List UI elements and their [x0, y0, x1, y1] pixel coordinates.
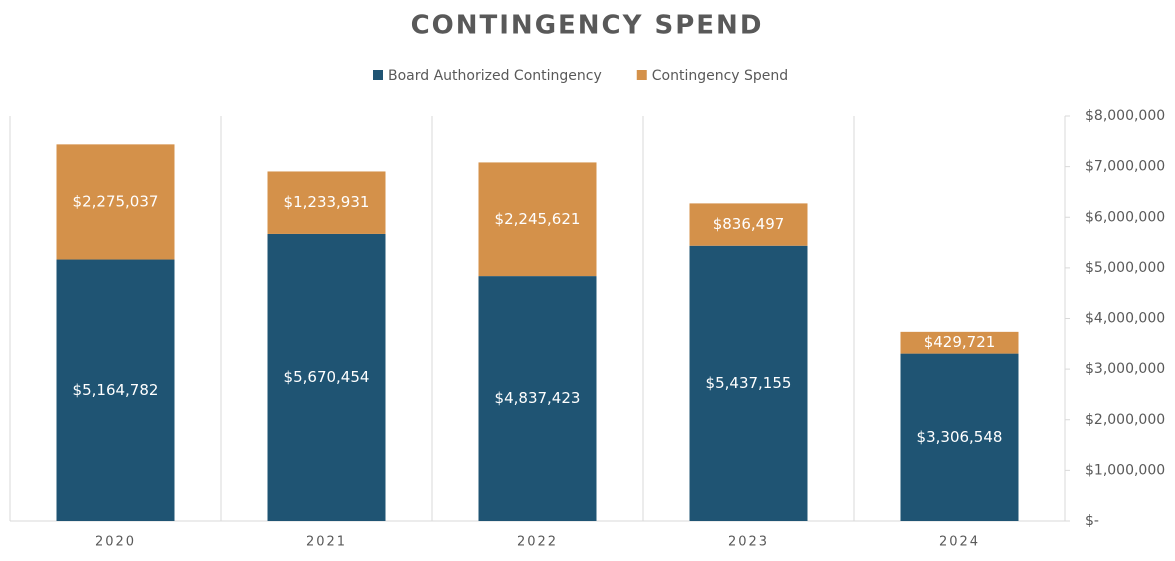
y-tick-label: $3,000,000	[1085, 361, 1165, 377]
x-tick-label: 2020	[95, 535, 136, 550]
data-label: $3,306,548	[917, 428, 1003, 446]
bar-segment	[267, 233, 386, 521]
x-tick-label: 2023	[728, 535, 769, 550]
y-tick-label: $5,000,000	[1085, 260, 1165, 276]
x-tick-label: 2021	[306, 535, 347, 550]
y-tick-label: $-	[1085, 513, 1099, 529]
bar-segment	[56, 259, 175, 521]
y-tick-label: $1,000,000	[1085, 462, 1165, 478]
data-label: $4,837,423	[495, 389, 581, 407]
legend-swatch	[373, 70, 383, 80]
y-tick-label: $2,000,000	[1085, 412, 1165, 428]
x-tick-label: 2022	[517, 535, 558, 550]
legend-swatch	[636, 70, 647, 80]
bar-segment	[478, 276, 597, 521]
y-tick-label: $8,000,000	[1085, 108, 1165, 124]
bar-segment	[900, 331, 1019, 354]
legend-label: Board Authorized Contingency	[388, 68, 602, 84]
chart-title: CONTINGENCY SPEND	[411, 11, 764, 41]
data-label: $429,721	[924, 333, 996, 351]
y-tick-label: $7,000,000	[1085, 159, 1165, 175]
bar-segment	[900, 353, 1019, 521]
bar-segment	[689, 203, 808, 246]
data-label: $836,497	[713, 215, 785, 233]
data-label: $1,233,931	[284, 193, 370, 211]
y-tick-label: $4,000,000	[1085, 311, 1165, 327]
data-label: $5,437,155	[706, 374, 792, 392]
legend-label: Contingency Spend	[652, 68, 788, 84]
bar-segment	[689, 245, 808, 522]
data-label: $2,275,037	[73, 192, 159, 210]
bar-segment	[267, 171, 386, 234]
data-label: $5,670,454	[284, 368, 370, 386]
y-tick-label: $6,000,000	[1085, 209, 1165, 225]
data-label: $5,164,782	[73, 381, 159, 399]
bar-segment	[478, 162, 597, 277]
bar-segment	[56, 144, 175, 260]
x-tick-label: 2024	[939, 535, 980, 550]
data-label: $2,245,621	[495, 210, 581, 228]
